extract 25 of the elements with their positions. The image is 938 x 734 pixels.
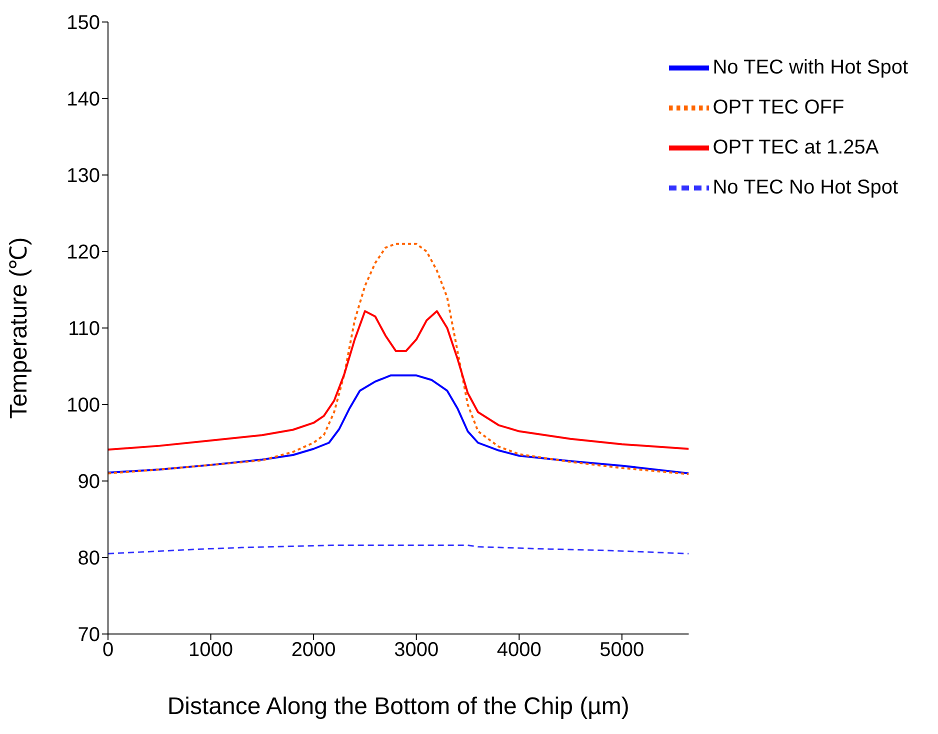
x-tick-label: 0 <box>102 639 114 662</box>
x-tick-label: 3000 <box>394 639 439 662</box>
x-tick-label: 5000 <box>600 639 644 662</box>
legend-label: No TEC No Hot Spot <box>712 176 898 198</box>
legend-label: OPT TEC OFF <box>712 96 844 118</box>
line-series <box>108 374 689 474</box>
y-tick-label: 70 <box>78 624 100 646</box>
y-tick-label: 110 <box>68 318 100 340</box>
y-tick-label: 100 <box>66 394 100 417</box>
x-tick-label: 4000 <box>496 639 542 662</box>
line-series <box>108 310 689 451</box>
y-tick-label: 150 <box>66 12 100 34</box>
y-axis-title: Temperature (℃) <box>6 237 33 419</box>
y-tick-label: 140 <box>66 88 100 111</box>
y-tick-label: 130 <box>66 165 100 188</box>
y-tick-label: 90 <box>78 471 100 494</box>
x-tick-label: 1000 <box>188 639 234 662</box>
line-series <box>108 544 689 554</box>
y-tick-label: 120 <box>66 242 100 264</box>
line-series <box>108 242 689 476</box>
y-tick-label: 80 <box>78 548 100 570</box>
legend-label: OPT TEC at 1.25A <box>712 136 879 158</box>
legend-label: No TEC with Hot Spot <box>712 56 908 78</box>
x-axis-title: Distance Along the Bottom of the Chip (µm) <box>167 693 630 720</box>
x-tick-label: 2000 <box>291 639 336 662</box>
